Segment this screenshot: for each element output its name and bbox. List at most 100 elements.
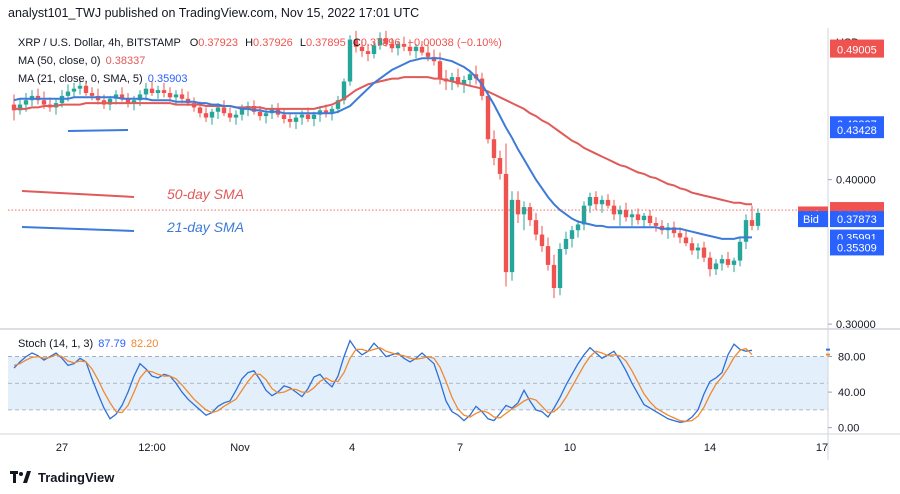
candle-body <box>491 139 497 158</box>
candle-body <box>65 91 71 96</box>
candle-body <box>737 241 743 261</box>
candle-body <box>407 46 413 52</box>
candle-body <box>341 81 347 101</box>
candle-body <box>719 259 725 264</box>
candle-body <box>371 45 377 54</box>
candle-body <box>335 100 341 109</box>
candle-body <box>437 61 443 79</box>
candle-body <box>167 93 173 98</box>
legend-ma50-value: 0.38337 <box>105 55 146 67</box>
candle-body <box>701 247 707 258</box>
price-badge <box>830 122 884 139</box>
candle-body <box>677 233 683 238</box>
candle-body <box>683 237 689 244</box>
time-axis-label: 7 <box>457 442 463 454</box>
candle-body <box>629 214 635 218</box>
time-axis-label: 12:00 <box>138 442 166 454</box>
footer-brand: TradingView <box>38 469 115 485</box>
candle-body <box>215 107 221 112</box>
sma21-legend-line[interactable] <box>21 226 135 232</box>
candle-body <box>689 243 695 251</box>
price-badge-label: 0.49005 <box>837 45 877 57</box>
candle-body <box>503 173 509 273</box>
legend-ma50-label: MA (50, close, 0) <box>18 55 101 67</box>
candle-body <box>233 114 239 118</box>
price-tick-label: 0.30000 <box>836 319 876 331</box>
stoch-tick-label: 40.00 <box>838 387 866 399</box>
legend-stoch-k: 87.79 <box>98 338 126 350</box>
candle-body <box>149 88 155 93</box>
legend-h-label: H <box>245 37 254 49</box>
bid-label: Bid <box>803 214 819 226</box>
candle-body <box>557 249 563 288</box>
candle-body <box>467 74 473 80</box>
candle-body <box>485 95 491 140</box>
time-axis-label: 14 <box>704 442 716 454</box>
legend-open: 0.37923 <box>198 37 239 49</box>
legend-stoch-label: Stoch (14, 1, 3) <box>18 338 94 350</box>
candle-body <box>515 199 521 215</box>
candle-body <box>725 259 731 265</box>
candle-body <box>305 114 311 119</box>
candle-body <box>131 100 137 104</box>
legend-symbol-row: XRP / U.S. Dollar, 4h, BITSTAMP O0.37923… <box>18 37 502 49</box>
trendline-support[interactable] <box>67 129 129 132</box>
candle-body <box>521 207 527 215</box>
candle-body <box>647 215 653 223</box>
time-axis-label: 27 <box>56 442 68 454</box>
candle-body <box>671 227 677 234</box>
candle-body <box>551 264 557 288</box>
candle-body <box>713 263 719 270</box>
price-badge-label: 0.35309 <box>837 242 877 254</box>
legend-stoch-row: Stoch (14, 1, 3) 87.79 82.20 <box>18 338 158 350</box>
legend-ma50-row: MA (50, close, 0) 0.38337 <box>18 55 145 67</box>
footer: TradingView <box>10 468 114 486</box>
sma50-legend-line[interactable] <box>21 190 135 198</box>
candle-body <box>419 46 425 53</box>
candle-body <box>203 113 209 118</box>
candle-body <box>107 98 113 105</box>
legend-c-label: C <box>352 37 361 49</box>
candle-body <box>575 224 581 231</box>
stoch-tick-label: 0.00 <box>838 423 859 435</box>
sma21-annotation: 21-day SMA <box>166 219 244 235</box>
candle-body <box>497 158 503 174</box>
ma50-line <box>14 76 752 206</box>
time-axis-label: 10 <box>564 442 576 454</box>
candle-body <box>395 43 401 49</box>
candle-body <box>155 90 161 93</box>
price-badge-label: 0.43428 <box>837 125 877 137</box>
candle-body <box>731 260 737 265</box>
candle-body <box>227 113 233 118</box>
bid-tag <box>798 211 828 228</box>
legend-stoch-d: 82.20 <box>130 338 159 350</box>
candle-body <box>143 88 149 95</box>
candle-body <box>257 111 263 117</box>
candle-body <box>563 238 569 249</box>
legend-l-label: L <box>299 37 306 49</box>
candle-body <box>173 94 179 98</box>
price-badge-label: 0.37873 <box>837 214 877 226</box>
candle-body <box>749 220 755 226</box>
candle-body <box>401 43 407 47</box>
candle-body <box>311 114 317 119</box>
candle-body <box>449 77 455 82</box>
candle-body <box>221 107 227 114</box>
candle-body <box>383 38 389 44</box>
candle-body <box>119 94 125 99</box>
candle-body <box>161 90 167 93</box>
stoch-value-marker <box>826 348 830 351</box>
candle-body <box>593 197 599 205</box>
price-badge <box>830 211 884 228</box>
candle-body <box>83 85 89 93</box>
candle-body <box>347 39 353 82</box>
candle-body <box>533 220 539 235</box>
candle-body <box>425 52 431 57</box>
candle-body <box>197 107 203 114</box>
legend-close: 0.37896 <box>360 37 401 49</box>
legend-o-label: O <box>189 37 199 49</box>
candle-body <box>251 106 257 112</box>
candle-body <box>209 111 215 118</box>
